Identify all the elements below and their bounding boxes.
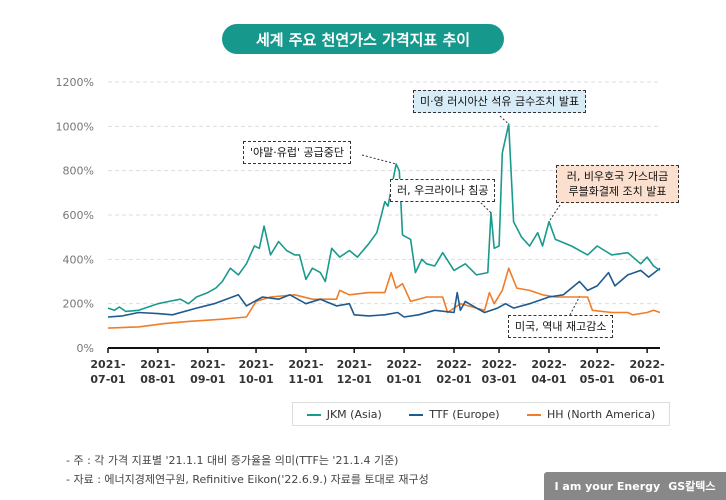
x-tick-label: 2021-	[238, 358, 273, 371]
x-tick-label: 12-01	[337, 373, 372, 386]
x-tick-label: 2022-	[436, 358, 471, 371]
x-tick-label: 07-01	[90, 373, 125, 386]
series-line-hh	[107, 267, 661, 329]
x-tick-label: 10-01	[238, 373, 273, 386]
legend-ttf: TTF (Europe)	[409, 408, 500, 421]
x-tick-label: 2022-	[481, 358, 516, 371]
x-tick-label: 2021-	[288, 358, 323, 371]
chart-title: 세계 주요 천연가스 가격지표 추이	[222, 24, 504, 54]
x-tick-label: 04-01	[531, 373, 566, 386]
line-chart: 0% 200% 400% 600% 800% 1000% 1200% 2021- 07-01 20…	[56, 76, 665, 386]
x-tick-label: 2021-	[90, 358, 125, 371]
x-tick-label: 08-01	[140, 373, 175, 386]
brand-slogan: I am your Energy	[554, 479, 661, 493]
y-tick-label: 1000%	[56, 120, 94, 133]
annotation-us-inventory: 미국, 역내 재고감소	[508, 315, 614, 338]
gs-caltex-logo: GS칼텍스	[668, 480, 716, 493]
legend-hh: HH (North America)	[526, 408, 655, 421]
x-tick-label: 11-01	[288, 373, 323, 386]
note-source: - 자료 : 에너지경제연구원, Refinitive Eikon('22.6.…	[66, 473, 429, 486]
legend: JKM (Asia) TTF (Europe) HH (North Americ…	[292, 402, 670, 426]
annotation-yamal: '야말·유럽' 공급중단	[243, 141, 352, 164]
y-tick-label: 200%	[63, 298, 94, 311]
x-tick-label: 2021-	[337, 358, 372, 371]
x-tick-label: 2021-	[140, 358, 175, 371]
y-tick-label: 800%	[63, 165, 94, 178]
x-tick-label: 2022-	[387, 358, 422, 371]
annotation-ruble: 러, 비우호국 가스대금 루블화결제 조치 발표	[556, 165, 679, 203]
x-tick-label: 2021-	[190, 358, 225, 371]
x-tick-label: 2022-	[630, 358, 665, 371]
legend-jkm: JKM (Asia)	[306, 408, 382, 421]
series-line-ttf	[107, 267, 661, 318]
x-tick-label: 09-01	[190, 373, 225, 386]
y-tick-label: 0%	[77, 342, 94, 355]
y-tick-label: 1200%	[56, 76, 94, 89]
x-tick-label: 06-01	[630, 373, 665, 386]
annotation-leader	[569, 296, 580, 316]
x-tick-label: 03-01	[481, 373, 516, 386]
series-line-jkm	[107, 123, 661, 313]
annotation-leader	[548, 204, 561, 222]
x-tick-label: 2022-	[531, 358, 566, 371]
y-tick-label: 400%	[63, 253, 94, 266]
annotation-oil-embargo: 미·영 러시아산 석유 금수조치 발표	[413, 90, 587, 113]
annotation-leader	[477, 199, 492, 214]
x-tick-label: 01-01	[387, 373, 422, 386]
annotation-ukraine: 러, 우크라이나 침공	[390, 179, 496, 202]
annotation-leader	[499, 115, 510, 125]
x-tick-label: 05-01	[580, 373, 615, 386]
note-definition: - 주 : 각 가격 지표별 '21.1.1 대비 증가율을 의미(TTF는 '…	[66, 454, 399, 467]
x-tick-label: 2022-	[580, 358, 615, 371]
y-tick-label: 600%	[63, 209, 94, 222]
annotation-leader	[361, 154, 397, 165]
brand-badge: I am your Energy GS칼텍스	[544, 472, 726, 500]
x-tick-label: 02-01	[436, 373, 471, 386]
